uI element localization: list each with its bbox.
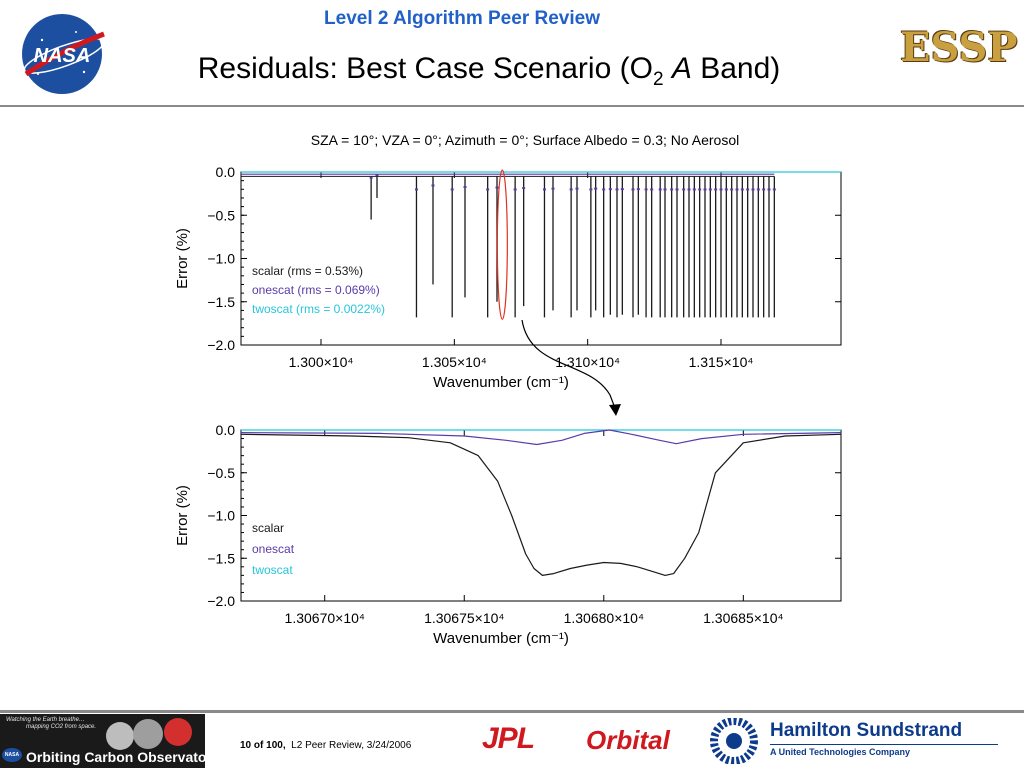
- chart-subtitle: SZA = 10°; VZA = 0°; Azimuth = 0°; Surfa…: [310, 132, 740, 148]
- slide-title-end: Band): [691, 52, 781, 85]
- y-tick-label: 0.0: [216, 164, 236, 180]
- slide-title-main: Residuals: Best Case Scenario (O: [197, 52, 653, 85]
- nasa-logo-text: NASA: [34, 45, 91, 67]
- x-tick-label: 1.30680×10⁴: [564, 610, 644, 626]
- footer-caption: 10 of 100, L2 Peer Review, 3/24/2006: [240, 740, 411, 751]
- charts-canvas: 0.0 −0.5 −1.0 −1.5 −2.0 1.300×10⁴ 1.305×10⁴ 1.3…: [174, 164, 842, 647]
- oco-name: Orbiting Carbon Observatory: [26, 749, 205, 765]
- legend-entry-0: scalar: [252, 521, 284, 535]
- molecule-icon: [106, 718, 192, 750]
- y-tick-label: −1.5: [207, 294, 235, 310]
- oco-tagline-1: Watching the Earth breathe…: [6, 717, 85, 723]
- slide-title: Residuals: Best Case Scenario (O2 A Band…: [0, 52, 978, 91]
- nasa-logo: NASA: [22, 14, 105, 94]
- chart-top: 0.0 −0.5 −1.0 −1.5 −2.0 1.300×10⁴ 1.305×10⁴ 1.3…: [174, 164, 842, 391]
- oco-nasa-icon: NASA: [2, 748, 22, 762]
- y-tick-label: −2.0: [207, 337, 235, 353]
- legend-entry-1: onescat (rms = 0.069%): [252, 283, 380, 297]
- header-title: Level 2 Algorithm Peer Review: [324, 8, 600, 29]
- legend-entry-2: twoscat: [252, 563, 293, 577]
- connector-path: [521, 319, 616, 409]
- connector-arrowhead: [609, 404, 621, 416]
- hamilton-sundstrand-sub: A United Technologies Company: [770, 747, 911, 757]
- x-axis-label: Wavenumber (cm⁻¹): [433, 630, 569, 647]
- hamilton-sundstrand-name: Hamilton Sundstrand: [770, 720, 963, 741]
- header-divider: [0, 105, 1024, 107]
- x-tick-label: 1.30670×10⁴: [285, 610, 365, 626]
- oco-tagline-2: mapping CO2 from space.: [26, 724, 97, 730]
- page-of: of: [253, 740, 264, 751]
- zoom-connector: [521, 319, 621, 416]
- hamilton-sundstrand-icon: [710, 718, 758, 764]
- y-tick-label: −1.0: [207, 508, 235, 524]
- y-tick-label: 0.0: [216, 422, 236, 438]
- x-tick-label: 1.315×10⁴: [689, 354, 754, 370]
- hamilton-sundstrand-rule: [770, 744, 998, 745]
- plot-frame-1: [240, 429, 842, 602]
- footer-divider: [0, 710, 1024, 713]
- x-tick-label: 1.310×10⁴: [555, 354, 620, 370]
- x-tick-label: 1.30675×10⁴: [424, 610, 504, 626]
- page-total: 100,: [266, 740, 286, 751]
- y-tick-label: −1.5: [207, 550, 235, 566]
- essp-logo: ESSP: [900, 24, 1018, 71]
- series-scalar-line: [240, 433, 842, 576]
- y-tick-label: −0.5: [207, 465, 235, 481]
- oco-banner: Watching the Earth breathe… mapping CO2 …: [0, 714, 205, 768]
- slide-title-sub: 2: [652, 69, 664, 90]
- chart-bottom: 0.0 −0.5 −1.0 −1.5 −2.0 1.30670×10⁴ 1.30675×10…: [174, 422, 842, 647]
- legend-entry-2: twoscat (rms = 0.0022%): [252, 302, 385, 316]
- series-onescat-line: [240, 429, 842, 446]
- x-tick-label: 1.30685×10⁴: [703, 610, 783, 626]
- jpl-logo: JPL: [482, 722, 535, 755]
- page-number: 10: [240, 740, 252, 751]
- slide-title-italic: A: [671, 52, 692, 85]
- orbital-logo: Orbital: [586, 725, 670, 755]
- legend-entry-0: scalar (rms = 0.53%): [252, 264, 363, 278]
- plot-frame-0: [240, 171, 842, 346]
- highlight-ellipse: [496, 169, 508, 320]
- x-axis-label: Wavenumber (cm⁻¹): [433, 374, 569, 391]
- y-axis-label: Error (%): [174, 228, 191, 289]
- x-tick-label: 1.305×10⁴: [422, 354, 487, 370]
- y-tick-label: −2.0: [207, 593, 235, 609]
- y-axis-label: Error (%): [174, 485, 191, 546]
- y-tick-label: −1.0: [207, 251, 235, 267]
- footer-review: L2 Peer Review, 3/24/2006: [291, 740, 412, 751]
- legend-entry-1: onescat: [252, 542, 295, 556]
- y-tick-label: −0.5: [207, 207, 235, 223]
- x-tick-label: 1.300×10⁴: [289, 354, 354, 370]
